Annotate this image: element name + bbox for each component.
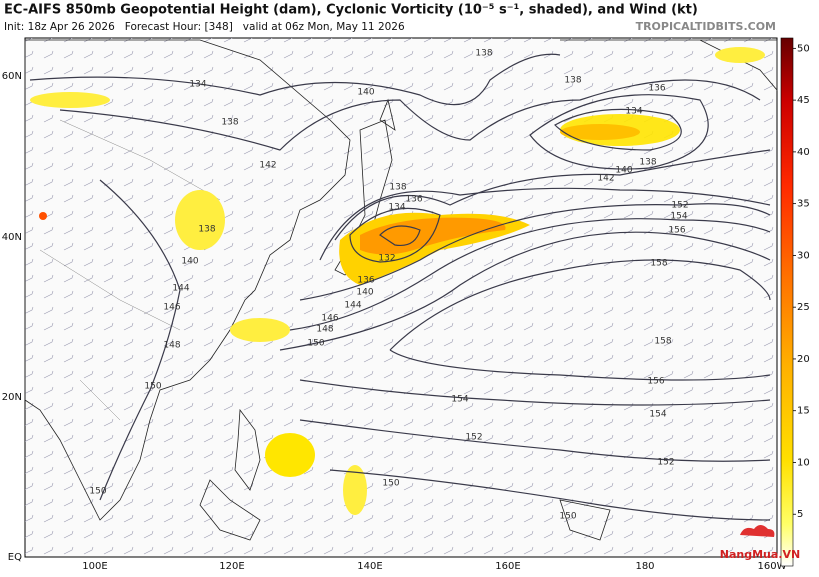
contour-label: 152 — [465, 433, 482, 443]
contour-label: 148 — [316, 325, 333, 335]
colorbar-tick-label: 15 — [797, 406, 810, 417]
watermark-text: NangMua.VN — [720, 548, 800, 561]
contour-label: 138 — [639, 158, 656, 168]
lat-label: EQ — [8, 552, 22, 563]
colorbar-tick-label: 30 — [797, 250, 810, 261]
colorbar-tick-label: 5 — [797, 509, 803, 520]
colorbar-tick-label: 35 — [797, 199, 810, 210]
colorbar-tick-label: 20 — [797, 354, 810, 365]
contour-label: 146 — [163, 303, 180, 313]
brand: TROPICALTIDBITS.COM — [636, 20, 776, 33]
map: 1341381421401381381361341381401421381361… — [2, 37, 787, 572]
colorbar-tick-label: 25 — [797, 302, 810, 313]
watermark: NangMua.VN — [720, 525, 800, 561]
contour-label: 138 — [389, 183, 406, 193]
contour-label: 154 — [670, 212, 687, 222]
contour-label: 134 — [625, 107, 642, 117]
lon-label: 100E — [82, 561, 107, 572]
contour-label: 150 — [307, 339, 324, 349]
contour-label: 136 — [357, 276, 374, 286]
colorbar-tick-label: 40 — [797, 147, 810, 158]
contour-label: 140 — [357, 88, 374, 98]
lat-label: 20N — [2, 392, 22, 403]
subtitle: Init: 18z Apr 26 2026 Forecast Hour: [34… — [4, 21, 405, 33]
contour-labels: 1341381421401381381361341381401421381361… — [89, 49, 688, 522]
contour-label: 158 — [654, 337, 671, 347]
land — [24, 39, 778, 541]
colorbar-tick-label: 45 — [797, 95, 810, 106]
contour-label: 134 — [189, 80, 206, 90]
contour-label: 136 — [648, 84, 665, 94]
lat-label: 40N — [2, 232, 22, 243]
contour-label: 150 — [382, 479, 399, 489]
contour-label: 154 — [451, 395, 468, 405]
contour-label: 152 — [671, 201, 688, 211]
axis-labels: 60N 40N 20N EQ 100E 120E 140E 160E 180 160W — [2, 71, 787, 572]
contour-label: 150 — [89, 487, 106, 497]
lat-label: 60N — [2, 71, 22, 82]
contour-label: 142 — [597, 174, 614, 184]
watermark-icon — [740, 525, 775, 537]
contour-label: 136 — [405, 195, 422, 205]
colorbar-tick-label: 50 — [797, 43, 810, 54]
lon-label: 140E — [357, 561, 382, 572]
contour-label: 138 — [221, 118, 238, 128]
contour-label: 158 — [650, 259, 667, 269]
lon-label: 120E — [219, 561, 244, 572]
contour-label: 138 — [475, 49, 492, 59]
contour-label: 156 — [668, 226, 685, 236]
contour-label: 152 — [657, 458, 674, 468]
contour-label: 138 — [564, 76, 581, 86]
contour-label: 144 — [172, 284, 189, 294]
contour-label: 142 — [259, 161, 276, 171]
colorbar: 5 10 15 20 25 30 35 40 45 50 — [780, 37, 810, 567]
contour-label: 144 — [344, 301, 361, 311]
contour-label: 134 — [388, 203, 405, 213]
contour-label: 156 — [647, 377, 664, 387]
contour-label: 138 — [198, 225, 215, 235]
wind-barbs — [25, 38, 777, 557]
lon-label: 160W — [758, 561, 787, 572]
colorbar-tick-label: 10 — [797, 457, 810, 468]
title: EC-AIFS 850mb Geopotential Height (dam),… — [4, 3, 698, 18]
colorbar-scale — [780, 37, 794, 567]
lon-label: 160E — [495, 561, 520, 572]
contour-label: 150 — [559, 512, 576, 522]
height-contours — [29, 53, 771, 521]
contour-label: 148 — [163, 341, 180, 351]
contour-label: 140 — [181, 257, 198, 267]
lon-label: 180 — [635, 561, 654, 572]
contour-label: 140 — [356, 288, 373, 298]
contour-label: 146 — [321, 314, 338, 324]
contour-label: 154 — [649, 410, 666, 420]
contour-label: 132 — [378, 254, 395, 264]
contour-label: 140 — [615, 166, 632, 176]
contour-label: 150 — [144, 382, 161, 392]
